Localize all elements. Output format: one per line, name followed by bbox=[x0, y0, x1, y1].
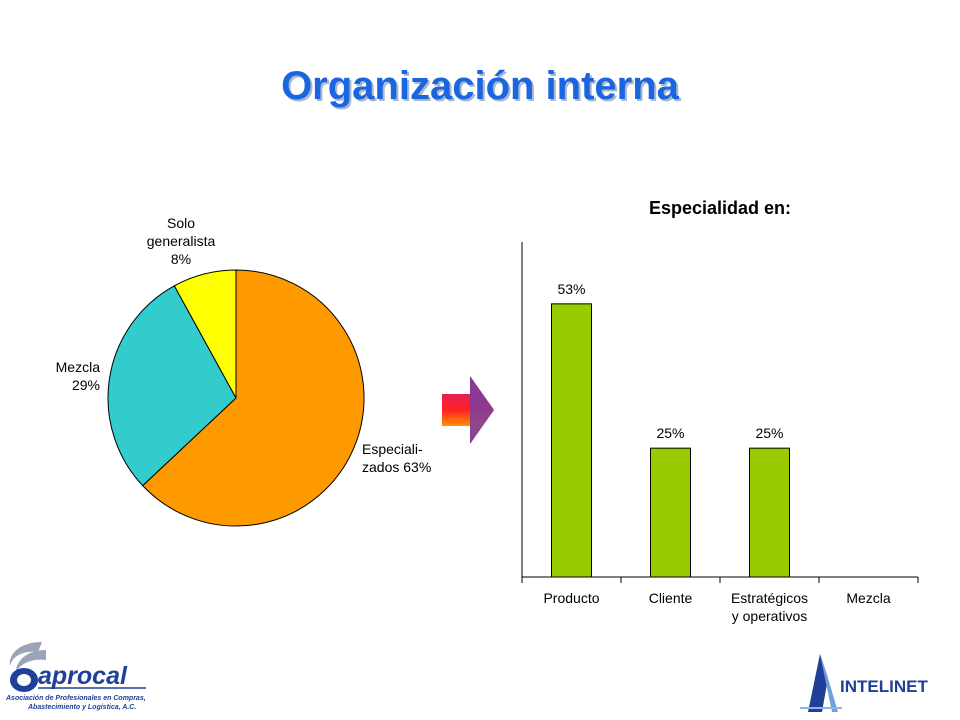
intelinet-logo: INTELINET bbox=[800, 654, 928, 712]
bar bbox=[749, 447, 790, 578]
pie-slice-label: Especiali-zados 63% bbox=[362, 441, 431, 475]
bar-chart: Especialidad en: 53% Producto 25% Cliente 25%… bbox=[521, 198, 919, 624]
x-tick-label: Mezcla bbox=[846, 590, 891, 606]
aprocal-logo: aprocal Asociación de Profesionales en C… bbox=[5, 642, 146, 711]
bar-chart-title: Especialidad en: bbox=[649, 198, 791, 218]
bar bbox=[551, 303, 592, 578]
intelinet-wordmark: INTELINET bbox=[840, 677, 928, 696]
bar bbox=[650, 447, 691, 578]
slide-title: Organización interna bbox=[281, 64, 679, 108]
bar-data-label: 25% bbox=[755, 425, 783, 441]
x-tick-label: Cliente bbox=[649, 590, 693, 606]
aprocal-subtitle-line-1: Asociación de Profesionales en Compras, bbox=[5, 695, 146, 702]
x-tick-label: Estratégicos y operativos bbox=[731, 590, 808, 624]
bar-data-label: 53% bbox=[557, 281, 585, 297]
pie-slice-label: Mezcla 29% bbox=[56, 359, 101, 393]
aprocal-subtitle-line-2: Abastecimiento y Logística, A.C. bbox=[27, 704, 136, 711]
pie-slice-label: Solo generalista 8% bbox=[147, 215, 216, 267]
pie-chart: Especiali-zados 63% Mezcla 29% Solo generali… bbox=[56, 215, 431, 527]
pie-slice bbox=[173, 269, 237, 399]
bar-data-label: 25% bbox=[656, 425, 684, 441]
aprocal-wordmark: aprocal bbox=[38, 662, 128, 690]
pie-slice bbox=[107, 285, 237, 487]
x-tick-label: Producto bbox=[543, 590, 599, 606]
right-arrow-icon bbox=[442, 376, 494, 444]
pie-slice bbox=[141, 269, 365, 527]
